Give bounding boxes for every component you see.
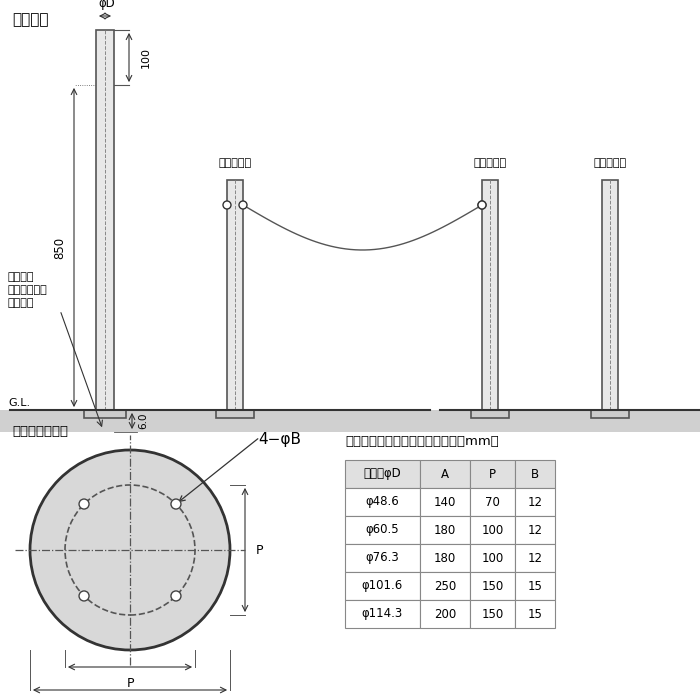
Text: 140: 140 bbox=[434, 496, 456, 508]
Text: 両フック付: 両フック付 bbox=[218, 158, 251, 168]
Bar bbox=[216, 410, 254, 418]
Circle shape bbox=[478, 201, 486, 209]
Text: 250: 250 bbox=[434, 580, 456, 592]
Text: P: P bbox=[126, 677, 134, 690]
Text: 片フック付: 片フック付 bbox=[473, 158, 507, 168]
Text: 180: 180 bbox=[434, 552, 456, 564]
Bar bbox=[420, 572, 470, 600]
Text: φD: φD bbox=[99, 0, 116, 10]
Text: 100: 100 bbox=[482, 524, 503, 536]
Text: 支柱径φD: 支柱径φD bbox=[363, 468, 401, 480]
Text: G.L.: G.L. bbox=[8, 398, 30, 408]
Text: 150: 150 bbox=[482, 580, 503, 592]
Text: P: P bbox=[489, 468, 496, 480]
Text: φ101.6: φ101.6 bbox=[362, 580, 403, 592]
Bar bbox=[470, 572, 515, 600]
Text: P: P bbox=[256, 543, 263, 556]
Bar bbox=[470, 488, 515, 516]
Bar bbox=[602, 180, 618, 410]
Bar bbox=[470, 600, 515, 628]
Text: 15: 15 bbox=[528, 580, 542, 592]
Bar bbox=[345, 488, 420, 516]
Bar bbox=[345, 544, 420, 572]
Circle shape bbox=[171, 499, 181, 509]
Circle shape bbox=[171, 591, 181, 601]
Text: 100: 100 bbox=[482, 552, 503, 564]
Text: φ48.6: φ48.6 bbox=[365, 496, 400, 508]
Text: 12: 12 bbox=[528, 496, 542, 508]
Text: φ76.3: φ76.3 bbox=[365, 552, 400, 564]
Bar bbox=[515, 488, 555, 516]
Bar bbox=[420, 600, 470, 628]
Text: 製品図面: 製品図面 bbox=[12, 12, 48, 27]
Bar bbox=[420, 544, 470, 572]
Circle shape bbox=[79, 499, 89, 509]
Bar bbox=[471, 410, 509, 418]
Text: φ114.3: φ114.3 bbox=[362, 608, 403, 620]
Circle shape bbox=[79, 591, 89, 601]
Text: 200: 200 bbox=[434, 608, 456, 620]
Text: 15: 15 bbox=[528, 608, 542, 620]
Text: 6.0: 6.0 bbox=[138, 413, 148, 429]
Text: B: B bbox=[531, 468, 539, 480]
Bar bbox=[591, 410, 629, 418]
Text: ベースプレート: ベースプレート bbox=[12, 425, 68, 438]
Bar bbox=[515, 516, 555, 544]
Bar bbox=[0, 410, 700, 432]
Circle shape bbox=[239, 201, 247, 209]
Bar bbox=[345, 516, 420, 544]
Bar bbox=[345, 572, 420, 600]
Bar bbox=[420, 460, 470, 488]
Circle shape bbox=[30, 450, 230, 650]
Bar bbox=[470, 544, 515, 572]
Text: φ60.5: φ60.5 bbox=[365, 524, 399, 536]
Text: 850: 850 bbox=[53, 237, 66, 258]
Text: 180: 180 bbox=[434, 524, 456, 536]
Text: 100: 100 bbox=[141, 47, 151, 68]
Bar bbox=[345, 460, 420, 488]
Text: 70: 70 bbox=[485, 496, 500, 508]
Bar bbox=[227, 180, 243, 410]
Text: フックなし: フックなし bbox=[594, 158, 626, 168]
Bar bbox=[345, 600, 420, 628]
Bar bbox=[420, 488, 470, 516]
Bar bbox=[470, 460, 515, 488]
Text: A: A bbox=[441, 468, 449, 480]
Text: あと施工
アンカー固定
（別途）: あと施工 アンカー固定 （別途） bbox=[8, 272, 48, 308]
Text: 12: 12 bbox=[528, 552, 542, 564]
Bar bbox=[470, 516, 515, 544]
Bar bbox=[84, 410, 126, 418]
Bar bbox=[420, 516, 470, 544]
Bar bbox=[96, 30, 114, 410]
Text: ベースプレート寸法表　＜単位：mm＞: ベースプレート寸法表 ＜単位：mm＞ bbox=[345, 435, 498, 448]
Bar bbox=[515, 460, 555, 488]
Text: 12: 12 bbox=[528, 524, 542, 536]
Bar bbox=[515, 572, 555, 600]
Bar bbox=[515, 544, 555, 572]
Circle shape bbox=[478, 201, 486, 209]
Circle shape bbox=[223, 201, 231, 209]
Text: 150: 150 bbox=[482, 608, 503, 620]
Text: 4−φB: 4−φB bbox=[258, 432, 302, 447]
Bar bbox=[482, 180, 498, 410]
Bar bbox=[515, 600, 555, 628]
